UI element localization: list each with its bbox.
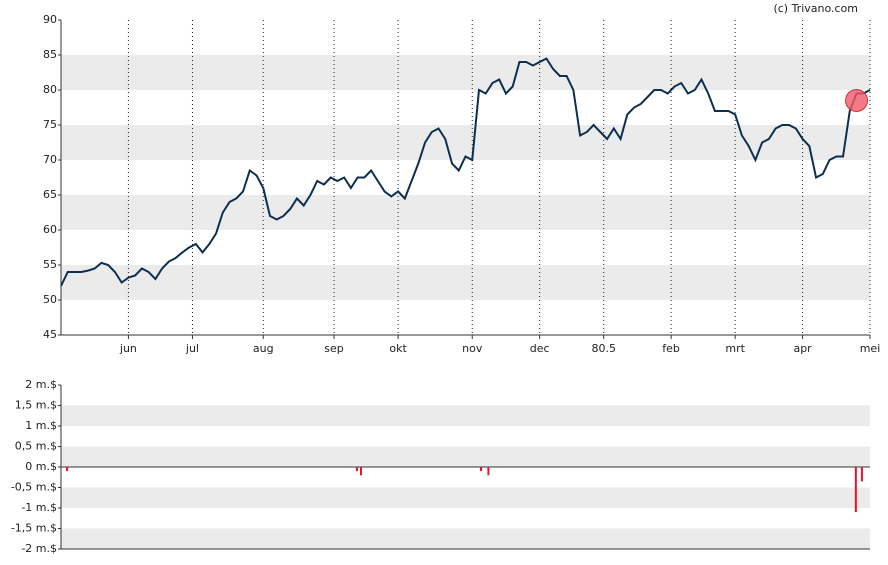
y-tick-label: 90 xyxy=(43,13,57,26)
y-tick-label: 1,5 m.$ xyxy=(15,399,57,412)
y-tick-label: 60 xyxy=(43,223,57,236)
x-tick-label: sep xyxy=(324,342,343,355)
x-tick-label: jul xyxy=(185,342,199,355)
grid-band xyxy=(61,195,870,230)
grid-band xyxy=(61,265,870,300)
grid-band xyxy=(61,55,870,90)
y-tick-label: 70 xyxy=(43,153,57,166)
x-tick-label: nov xyxy=(462,342,483,355)
y-tick-label: -0,5 m.$ xyxy=(11,481,57,494)
grid-band xyxy=(61,405,870,426)
y-tick-label: 0 m.$ xyxy=(25,460,57,473)
y-tick-label: 50 xyxy=(43,293,57,306)
credit: (c) Trivano.com xyxy=(773,2,858,15)
y-tick-label: -1 m.$ xyxy=(21,501,57,514)
y-tick-label: -1,5 m.$ xyxy=(11,522,57,535)
x-tick-label: mei xyxy=(860,342,881,355)
x-tick-label: feb xyxy=(662,342,680,355)
x-tick-label: okt xyxy=(389,342,407,355)
x-tick-label: jun xyxy=(119,342,137,355)
y-tick-label: 85 xyxy=(43,48,57,61)
current-marker xyxy=(845,89,869,112)
x-tick-label: 80.5 xyxy=(591,342,616,355)
y-tick-label: 75 xyxy=(43,118,57,131)
bar xyxy=(487,467,490,476)
bar xyxy=(480,467,483,472)
y-tick-label: 45 xyxy=(43,328,57,341)
bar xyxy=(360,467,363,476)
grid-band xyxy=(61,528,870,549)
x-tick-label: aug xyxy=(253,342,274,355)
grid-band xyxy=(61,125,870,160)
price-line xyxy=(60,57,871,287)
x-tick-label: dec xyxy=(530,342,550,355)
x-tick-label: mrt xyxy=(725,342,745,355)
y-tick-label: 55 xyxy=(43,258,57,271)
bar xyxy=(355,467,358,472)
y-tick-label: 65 xyxy=(43,188,57,201)
bar xyxy=(66,467,69,472)
x-tick-label: apr xyxy=(793,342,812,355)
bar xyxy=(860,467,863,482)
y-tick-label: 2 m.$ xyxy=(25,378,57,391)
y-tick-label: 1 m.$ xyxy=(25,419,57,432)
y-tick-label: -2 m.$ xyxy=(21,542,57,555)
y-tick-label: 80 xyxy=(43,83,57,96)
grid-band xyxy=(61,487,870,508)
bar xyxy=(854,467,857,513)
grid-band xyxy=(61,446,870,467)
y-tick-label: 0,5 m.$ xyxy=(15,440,57,453)
